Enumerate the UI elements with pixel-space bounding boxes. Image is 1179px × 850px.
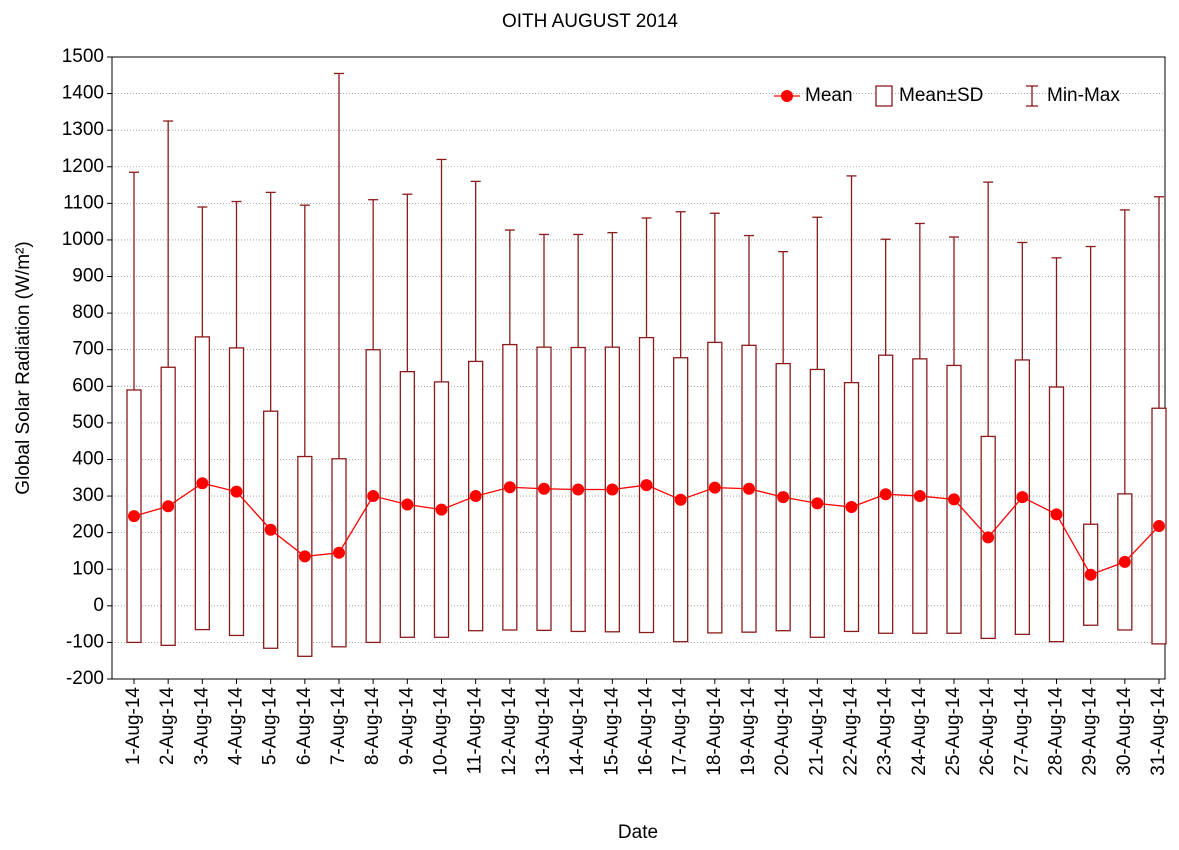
x-tick-label: 6-Aug-14: [294, 687, 315, 766]
x-tick-label: 23-Aug-14: [875, 687, 896, 776]
mean-marker: [982, 531, 995, 544]
mean-marker: [811, 497, 824, 510]
legend-mean-marker: [781, 90, 793, 102]
mean-marker: [128, 510, 140, 523]
chart-title: OITH AUGUST 2014: [502, 11, 678, 32]
mean-marker: [503, 481, 516, 494]
x-tick-label: 21-Aug-14: [806, 687, 827, 776]
x-tick-label: 11-Aug-14: [465, 687, 486, 775]
y-tick-label: 500: [72, 412, 104, 433]
x-tick-label: 12-Aug-14: [499, 687, 520, 776]
mean-marker: [162, 500, 175, 513]
mean-marker: [743, 482, 755, 495]
mean-marker: [845, 501, 858, 514]
mean-marker: [640, 479, 653, 492]
mean-marker: [469, 490, 482, 503]
x-tick-label: 30-Aug-14: [1114, 687, 1135, 776]
y-tick-label: 0: [93, 595, 104, 616]
mean-marker: [606, 483, 619, 496]
x-tick-label: 8-Aug-14: [362, 687, 383, 766]
x-tick-label: 29-Aug-14: [1080, 687, 1101, 776]
mean-marker: [1084, 568, 1097, 581]
y-tick-label: -200: [66, 668, 104, 689]
mean-marker: [401, 498, 414, 511]
mean-marker: [879, 488, 892, 501]
mean-marker: [298, 550, 311, 563]
legend-box: [875, 85, 893, 107]
y-tick-label: 600: [72, 375, 104, 396]
mean-marker: [435, 503, 448, 516]
y-tick-label: 900: [72, 266, 104, 287]
mean-marker: [538, 482, 550, 495]
mean-marker: [913, 490, 926, 503]
mean-marker: [1050, 508, 1063, 521]
y-tick-label: 1400: [62, 83, 104, 104]
mean-marker: [572, 483, 585, 496]
mean-marker: [1153, 520, 1165, 533]
x-axis-label: Date: [618, 822, 658, 843]
mean-marker: [367, 490, 380, 503]
x-tick-label: 10-Aug-14: [431, 687, 452, 776]
x-tick-label: 16-Aug-14: [636, 687, 657, 776]
plot-frame: [111, 56, 1166, 680]
x-tick-label: 22-Aug-14: [841, 687, 862, 776]
x-tick-label: 3-Aug-14: [191, 687, 212, 766]
y-axis-label: Global Solar Radiation (W/m²): [13, 241, 34, 494]
mean-marker: [777, 491, 790, 504]
x-tick-label: 9-Aug-14: [396, 687, 417, 766]
mean-marker: [948, 493, 960, 506]
y-tick-label: 1500: [62, 46, 104, 67]
x-tick-label: 15-Aug-14: [601, 687, 622, 776]
x-tick-label: 4-Aug-14: [226, 687, 247, 766]
y-tick-label: 1200: [62, 156, 104, 177]
x-tick-label: 5-Aug-14: [260, 687, 281, 766]
mean-marker: [230, 485, 243, 498]
x-tick-label: 19-Aug-14: [738, 687, 759, 776]
mean-marker: [333, 546, 345, 559]
mean-marker: [264, 523, 277, 536]
y-tick-label: 1000: [62, 229, 104, 250]
x-tick-label: 31-Aug-14: [1148, 687, 1169, 776]
y-tick-label: 300: [72, 485, 104, 506]
y-tick-label: 700: [72, 339, 104, 360]
y-tick-label: 800: [72, 302, 104, 323]
x-tick-label: 25-Aug-14: [943, 687, 964, 776]
x-tick-label: 7-Aug-14: [328, 687, 349, 766]
y-tick-label: 400: [72, 448, 104, 469]
mean-marker: [708, 481, 721, 494]
mean-marker: [196, 477, 209, 490]
y-tick-label: 100: [72, 558, 104, 579]
legend-label: Mean±SD: [899, 85, 983, 106]
x-tick-label: 2-Aug-14: [157, 687, 178, 766]
x-tick-label: 24-Aug-14: [909, 687, 930, 776]
y-tick-label: -100: [66, 631, 104, 652]
x-tick-label: 27-Aug-14: [1011, 687, 1032, 776]
y-tick-label: 1300: [62, 119, 104, 140]
y-tick-label: 1100: [63, 192, 104, 213]
x-tick-label: 18-Aug-14: [704, 687, 725, 776]
mean-marker: [674, 493, 687, 506]
legend-label: Mean: [805, 85, 853, 106]
y-tick-label: 200: [72, 522, 104, 543]
mean-marker: [1016, 491, 1029, 504]
x-tick-label: 14-Aug-14: [567, 687, 588, 776]
x-tick-label: 28-Aug-14: [1046, 687, 1067, 776]
legend-label: Min-Max: [1047, 85, 1120, 106]
x-tick-label: 20-Aug-14: [772, 687, 793, 776]
x-tick-label: 1-Aug-14: [123, 687, 144, 766]
mean-marker: [1118, 555, 1131, 568]
x-tick-label: 13-Aug-14: [533, 687, 554, 776]
x-tick-label: 26-Aug-14: [977, 687, 998, 776]
x-tick-label: 17-Aug-14: [670, 687, 691, 776]
